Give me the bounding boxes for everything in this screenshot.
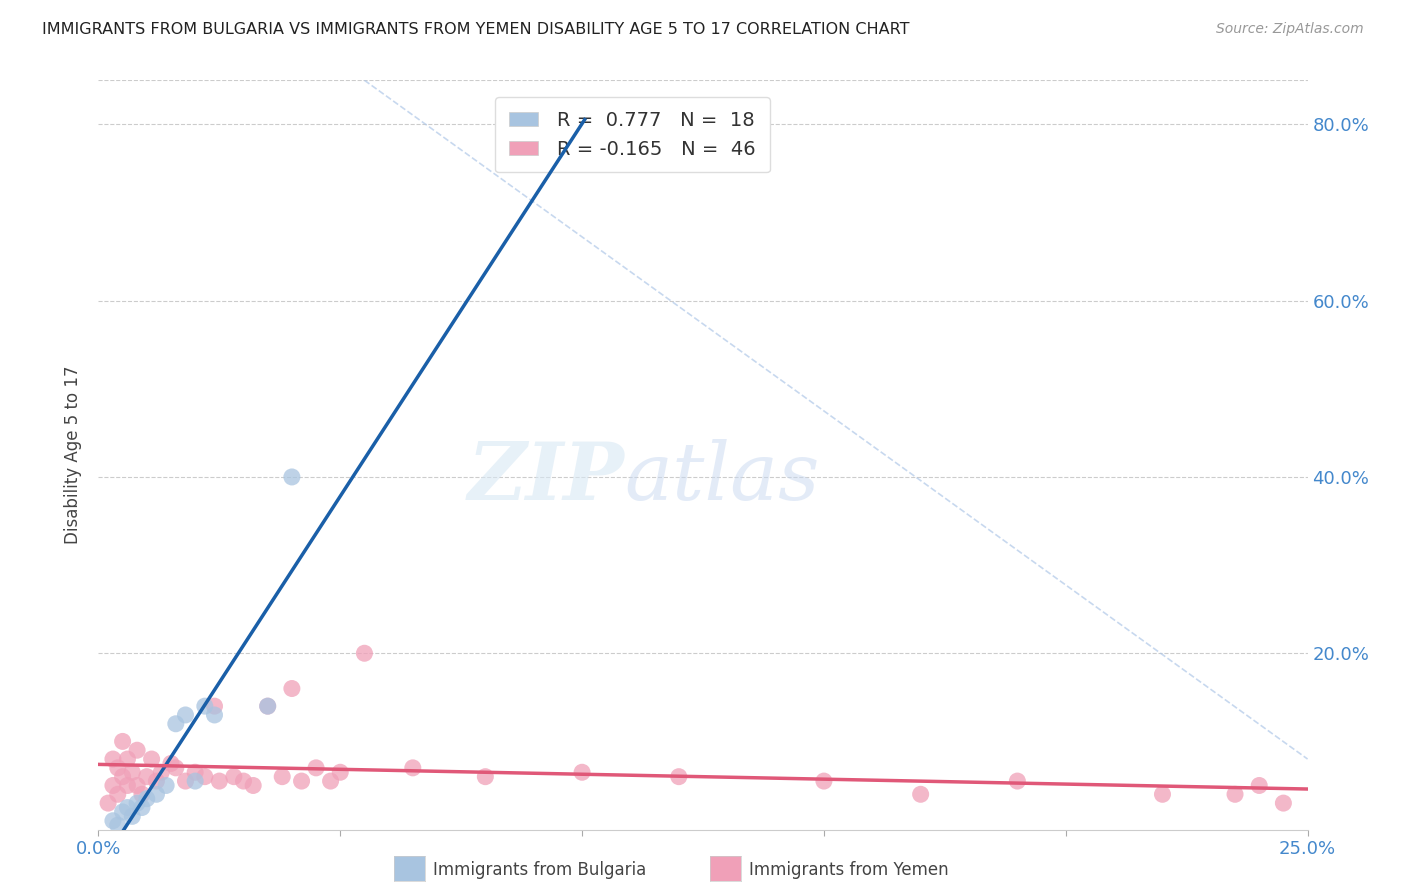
Point — [131, 787, 153, 801]
Point — [305, 761, 328, 775]
Point — [141, 752, 163, 766]
Point — [271, 770, 294, 784]
Point — [204, 699, 226, 714]
Text: Source: ZipAtlas.com: Source: ZipAtlas.com — [1216, 22, 1364, 37]
Point — [232, 774, 254, 789]
Point — [1223, 787, 1246, 801]
Point — [184, 774, 207, 789]
Point — [111, 734, 134, 748]
Point — [474, 770, 496, 784]
Point — [571, 765, 593, 780]
Point — [101, 779, 124, 793]
Point — [668, 770, 690, 784]
Point — [127, 743, 149, 757]
Point — [117, 779, 139, 793]
Point — [101, 814, 124, 828]
Point — [165, 716, 187, 731]
Point — [117, 800, 139, 814]
Point — [208, 774, 231, 789]
Point — [127, 779, 149, 793]
Point — [547, 144, 569, 158]
Text: Immigrants from Bulgaria: Immigrants from Bulgaria — [433, 861, 647, 879]
Point — [107, 787, 129, 801]
Point — [165, 761, 187, 775]
Point — [145, 774, 167, 789]
Point — [910, 787, 932, 801]
Point — [194, 699, 217, 714]
Point — [121, 765, 143, 780]
Point — [107, 818, 129, 832]
Text: ZIP: ZIP — [468, 439, 624, 516]
Point — [155, 779, 177, 793]
Point — [111, 770, 134, 784]
Point — [1007, 774, 1029, 789]
Point — [222, 770, 245, 784]
Point — [135, 770, 157, 784]
Point — [160, 756, 183, 771]
Text: Immigrants from Yemen: Immigrants from Yemen — [749, 861, 949, 879]
Point — [117, 752, 139, 766]
Point — [131, 800, 153, 814]
Point — [1152, 787, 1174, 801]
Point — [184, 765, 207, 780]
Point — [402, 761, 425, 775]
Y-axis label: Disability Age 5 to 17: Disability Age 5 to 17 — [65, 366, 83, 544]
Point — [135, 791, 157, 805]
Point — [145, 787, 167, 801]
Legend: R =  0.777   N =  18, R = -0.165   N =  46: R = 0.777 N = 18, R = -0.165 N = 46 — [495, 97, 769, 172]
Point — [256, 699, 278, 714]
Text: IMMIGRANTS FROM BULGARIA VS IMMIGRANTS FROM YEMEN DISABILITY AGE 5 TO 17 CORRELA: IMMIGRANTS FROM BULGARIA VS IMMIGRANTS F… — [42, 22, 910, 37]
Point — [1249, 779, 1271, 793]
Point — [813, 774, 835, 789]
Point — [242, 779, 264, 793]
Text: atlas: atlas — [624, 439, 820, 516]
Point — [319, 774, 342, 789]
Point — [281, 681, 304, 696]
Point — [353, 646, 375, 660]
Point — [97, 796, 120, 810]
Point — [121, 809, 143, 823]
Point — [174, 774, 197, 789]
Point — [256, 699, 278, 714]
Point — [174, 708, 197, 723]
Point — [281, 470, 304, 484]
Point — [107, 761, 129, 775]
Point — [329, 765, 352, 780]
Point — [127, 796, 149, 810]
Point — [1272, 796, 1295, 810]
Point — [150, 765, 173, 780]
Point — [111, 805, 134, 819]
Point — [101, 752, 124, 766]
Point — [204, 708, 226, 723]
Point — [194, 770, 217, 784]
Point — [290, 774, 312, 789]
